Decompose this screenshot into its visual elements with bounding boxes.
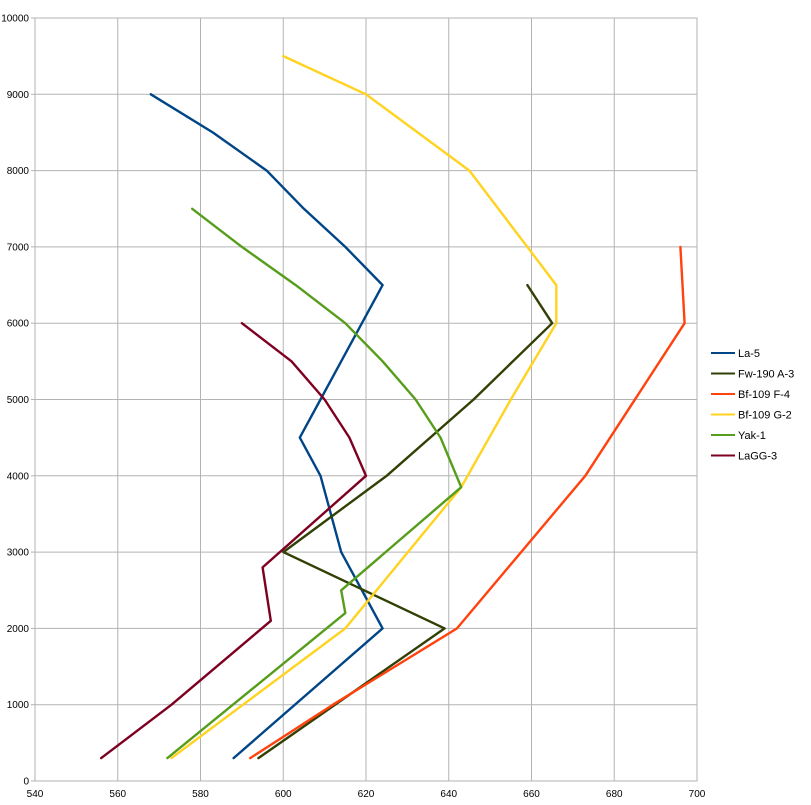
series-line-bf-109-f-4 <box>248 245 686 760</box>
x-tick-label: 620 <box>358 789 375 800</box>
series-line-bf-109-g-2 <box>170 54 558 760</box>
series-line-la-5 <box>149 93 384 760</box>
legend-label-bf-109-g-2: Bf-109 G-2 <box>738 410 792 422</box>
y-tick-label: 8000 <box>7 166 30 177</box>
y-tick-label: 0 <box>23 777 29 788</box>
series-line-fw-190-a-3 <box>257 283 554 760</box>
y-tick-label: 7000 <box>7 242 30 253</box>
y-tick-label: 10000 <box>1 14 29 25</box>
legend-label-lagg-3: LaGG-3 <box>738 451 777 463</box>
plot-frame <box>34 17 698 782</box>
y-tick-label: 6000 <box>7 319 30 330</box>
y-tick-labels: 0 1000 2000 3000 4000 5000 6000 7000 8000 9000 100… <box>1 14 29 788</box>
y-tick-label: 2000 <box>7 624 30 635</box>
legend-label-fw-190-a-3: Fw-190 A-3 <box>738 369 794 381</box>
y-tick-label: 9000 <box>7 90 30 101</box>
y-tick-label: 3000 <box>7 548 30 559</box>
y-tick-label: 1000 <box>7 700 30 711</box>
axes <box>31 17 698 782</box>
x-tick-label: 560 <box>109 789 126 800</box>
series-line-lagg-3 <box>99 322 368 760</box>
x-tick-label: 540 <box>27 789 44 800</box>
x-tick-label: 580 <box>192 789 209 800</box>
legend-label-bf-109-f-4: Bf-109 F-4 <box>738 389 790 401</box>
legend-label-yak-1: Yak-1 <box>738 430 766 442</box>
x-tick-label: 680 <box>606 789 623 800</box>
series-lines <box>99 54 686 760</box>
legend: La-5 Fw-190 A-3 Bf-109 F-4 Bf-109 G-2 Yak-1 L… <box>711 348 794 463</box>
x-tick-label: 660 <box>523 789 540 800</box>
x-tick-label: 640 <box>440 789 457 800</box>
series-line-yak-1 <box>166 207 463 760</box>
x-tick-label: 700 <box>689 789 706 800</box>
y-tick-label: 4000 <box>7 471 30 482</box>
y-tick-label: 5000 <box>7 395 30 406</box>
x-tick-label: 600 <box>275 789 292 800</box>
x-tick-labels: 540 560 580 600 620 640 660 680 700 <box>27 789 706 800</box>
legend-label-la-5: La-5 <box>738 348 760 360</box>
